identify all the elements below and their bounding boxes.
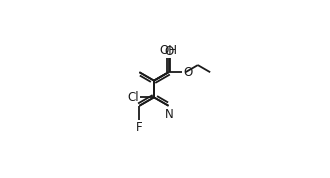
Text: O: O xyxy=(164,44,173,57)
Text: N: N xyxy=(165,108,174,121)
Text: F: F xyxy=(136,121,143,134)
Text: Cl: Cl xyxy=(127,91,139,104)
Text: O: O xyxy=(183,66,192,79)
Text: OH: OH xyxy=(159,44,178,57)
